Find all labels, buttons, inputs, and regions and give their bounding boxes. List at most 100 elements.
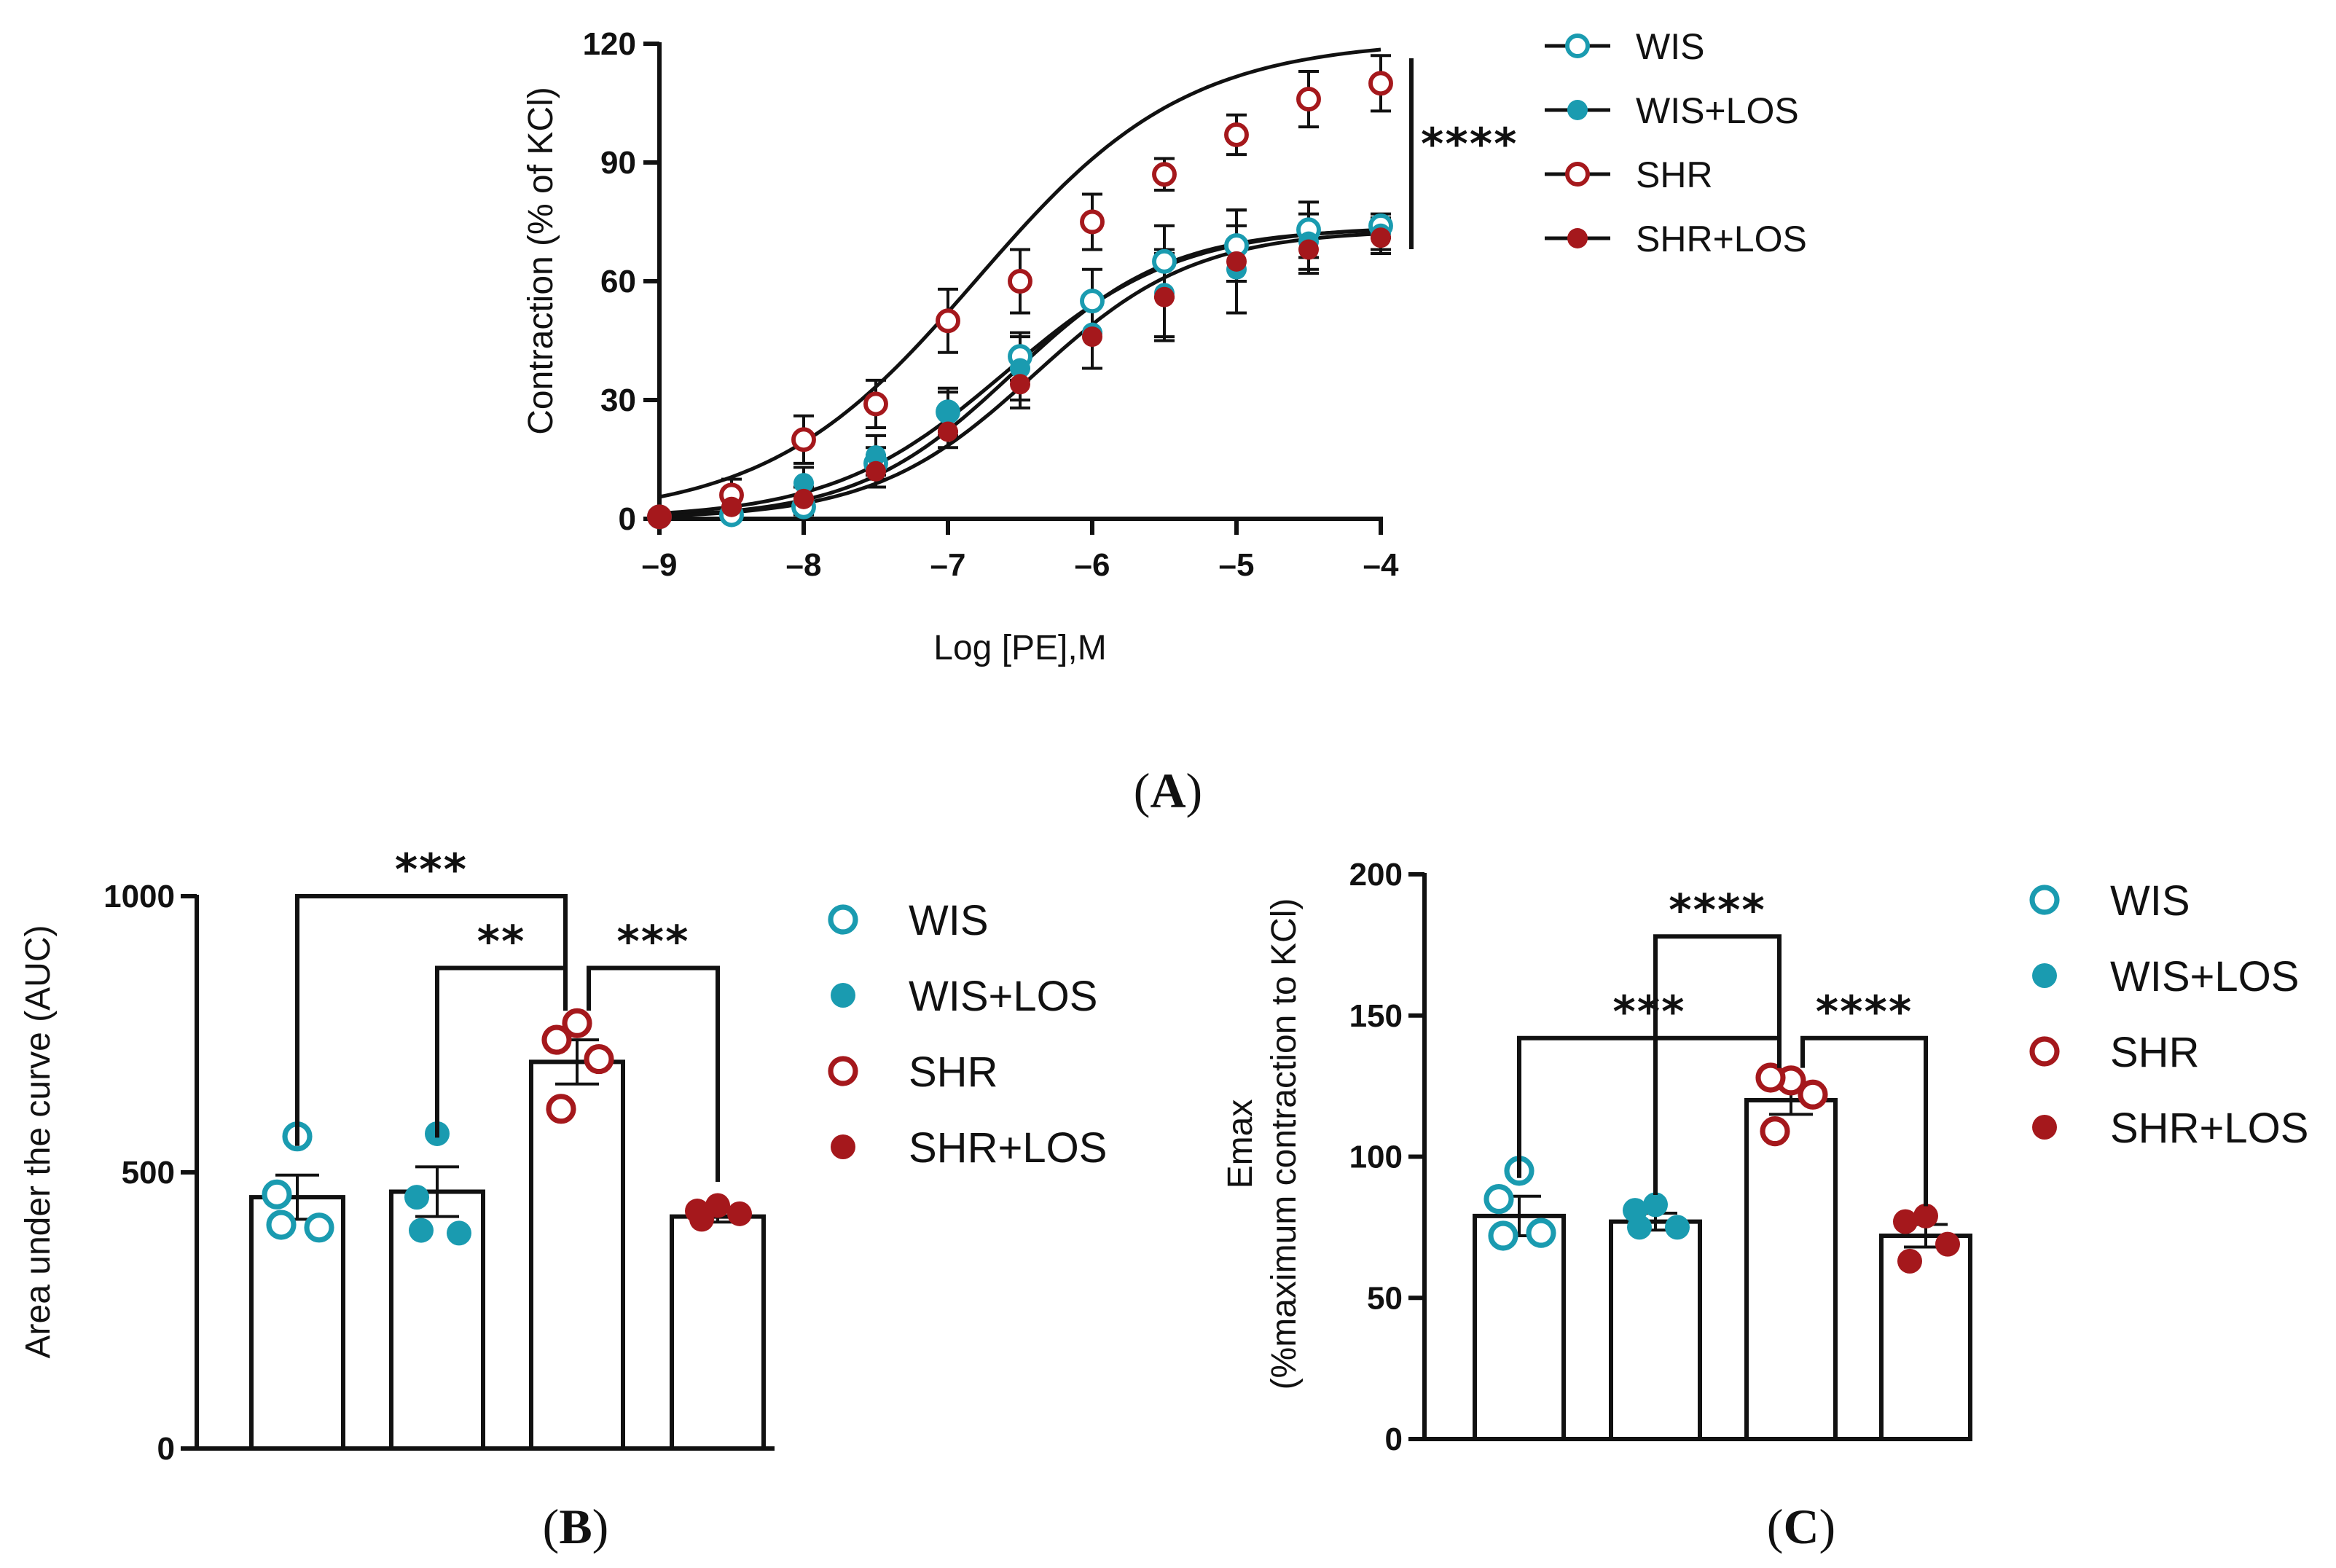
panel-a-point-shr <box>1368 71 1393 96</box>
panel-a-point-shr-los <box>1226 251 1247 272</box>
panel-a-legend: WIS WIS+LOS SHR SHR+LOS <box>1545 26 1807 259</box>
panel-c-caption-letter: C <box>1783 1499 1819 1554</box>
panel-a-point-shr-los <box>1371 227 1391 248</box>
panel-b-point-shr <box>546 1094 576 1124</box>
panel-a-legend-label-shr-los: SHR+LOS <box>1636 219 1807 259</box>
panel-a-point-shr <box>1224 122 1249 147</box>
panel-a-data-points <box>647 71 1393 530</box>
panel-c-sig-label: **** <box>1669 885 1766 936</box>
panel-a-y-tick-label: 60 <box>600 264 636 299</box>
panel-c-legend-label-wis-los: WIS+LOS <box>2110 953 2299 1000</box>
panel-c-y-tick-label: 0 <box>1385 1422 1403 1457</box>
panel-a-significance: **** <box>1409 58 1518 249</box>
panel-c-point-shr <box>1798 1079 1828 1110</box>
panel-c-caption: (C) <box>1767 1499 1835 1554</box>
panel-a-x-tick-label: –9 <box>642 547 678 583</box>
panel-c-sig-label: *** <box>1612 987 1685 1038</box>
panel-a-point-shr <box>863 391 888 417</box>
panel-c-bar-shr-los <box>1879 1234 1972 1441</box>
panel-b-point-wis-los <box>404 1185 429 1210</box>
panel-b-point-wis <box>262 1179 292 1210</box>
panel-c-bars <box>1473 1084 1972 1441</box>
panel-c-bar-wis <box>1473 1213 1566 1441</box>
panel-c-point-shr <box>1760 1116 1790 1147</box>
panel-c-y-tick-label: 50 <box>1367 1280 1403 1316</box>
panel-b-y-axis-label: Area under the curve (AUC) <box>19 925 58 1359</box>
panel-a-x-tick-label: –6 <box>1075 547 1110 583</box>
panel-a-point-shr <box>1296 87 1321 112</box>
panel-a-y-tick-label: 30 <box>600 383 636 418</box>
panel-b-legend-label-wis-los: WIS+LOS <box>909 973 1097 1020</box>
panel-a-point-shr <box>1008 269 1032 294</box>
panel-a-point-shr-los <box>1298 239 1319 260</box>
panel-a-point-shr <box>1080 209 1105 235</box>
panel-b-legend-marker-wis <box>828 904 858 935</box>
panel-a-point-shr-los <box>1010 374 1030 395</box>
panel-a-legend-marker-shr <box>1565 162 1590 187</box>
panel-a-x-tick-label: –5 <box>1219 547 1255 583</box>
panel-b-point-shr-los <box>727 1201 752 1226</box>
panel-a-point-wis-los <box>1010 358 1030 379</box>
panel-a-curve-shr <box>659 47 1381 499</box>
panel-b-error-bar-wis-los <box>415 1165 459 1218</box>
panel-c-y-axis-label-line1: Emax <box>1221 1099 1260 1189</box>
panel-b-y-tick-label: 500 <box>122 1155 175 1191</box>
panel-b-bar-chart: Area under the curve (AUC) 0 500 1000 ****… <box>19 844 1107 1467</box>
panel-c-point-shr-los <box>1897 1248 1922 1274</box>
panel-a-error-bars <box>721 54 1391 517</box>
panel-c-bar-wis-los <box>1609 1219 1702 1441</box>
panel-b-significance: ***** *** <box>295 844 720 1183</box>
panel-c-legend-label-shr: SHR <box>2110 1029 2199 1076</box>
panel-c-point-wis <box>1526 1218 1556 1248</box>
panel-a-y-tick-label: 120 <box>583 26 636 62</box>
panel-c-y-tick-label: 200 <box>1349 857 1403 893</box>
panel-a-caption-letter: A <box>1150 763 1185 818</box>
panel-a-sig-label: **** <box>1421 119 1518 170</box>
panel-a-point-shr-los <box>793 488 814 509</box>
panel-c-sig-bracket <box>1800 1035 1928 1207</box>
panel-c-legend-marker-shr-los <box>2032 1115 2057 1140</box>
panel-c-sig-bracket <box>1517 1035 1782 1178</box>
panel-c-point-shr-los <box>1913 1203 1938 1228</box>
panel-a-point-wis-los <box>938 401 958 423</box>
panel-a-point-shr <box>1152 162 1177 187</box>
panel-a-point-wis-los <box>866 445 886 466</box>
panel-a-legend-marker-wis-los <box>1567 100 1588 120</box>
panel-a-y-tick-label: 0 <box>619 501 636 537</box>
panel-c-data-points <box>1483 1062 1960 1274</box>
panel-b-legend-label-shr: SHR <box>909 1048 997 1096</box>
panel-a-legend-label-wis: WIS <box>1636 26 1704 67</box>
panel-a-point-shr-los <box>938 421 958 442</box>
panel-b-point-wis-los <box>447 1220 471 1246</box>
panel-c-y-tick-label: 100 <box>1349 1140 1403 1175</box>
panel-a-legend-marker-wis <box>1565 34 1590 58</box>
panel-c-point-wis-los <box>1665 1215 1690 1240</box>
panel-a-x-tick-label: –8 <box>786 547 822 583</box>
panel-b-y-tick-label: 0 <box>157 1431 175 1467</box>
panel-c-legend-marker-shr <box>2029 1036 2060 1067</box>
panel-b-sig-bracket <box>435 965 568 1138</box>
panel-b-sig-label: *** <box>616 917 689 968</box>
panel-b-point-wis <box>304 1212 334 1243</box>
panel-b-legend-label-shr-los: SHR+LOS <box>909 1124 1107 1172</box>
panel-b-point-shr <box>584 1044 614 1075</box>
panel-a-point-shr-los <box>1154 286 1175 307</box>
panel-a-point-wis <box>1152 248 1177 274</box>
panel-b-y-tick-label: 1000 <box>103 879 175 914</box>
panel-a-point-shr-los <box>866 460 886 482</box>
panel-b-legend-marker-shr <box>828 1056 858 1086</box>
panel-c-significance: ******* **** <box>1517 885 1928 1207</box>
panel-a-legend-label-wis-los: WIS+LOS <box>1636 90 1799 131</box>
panel-b-data-points <box>262 1008 752 1246</box>
panel-b-caption: (B) <box>543 1499 609 1554</box>
panel-c-point-shr-los <box>1935 1231 1960 1257</box>
panel-c-bar-chart: Emax (%maximum contraction to KCl) 0 50 10… <box>1221 857 2308 1457</box>
panel-b-point-wis <box>266 1210 297 1240</box>
panel-a-caption: (A) <box>1134 763 1202 818</box>
panel-c-legend-label-wis: WIS <box>2110 877 2190 925</box>
panel-a-legend-marker-shr-los <box>1567 228 1588 248</box>
panel-a-point-shr-los <box>721 496 742 517</box>
panel-a-point-shr <box>936 308 960 334</box>
panel-c-sig-bracket <box>1653 934 1782 1195</box>
